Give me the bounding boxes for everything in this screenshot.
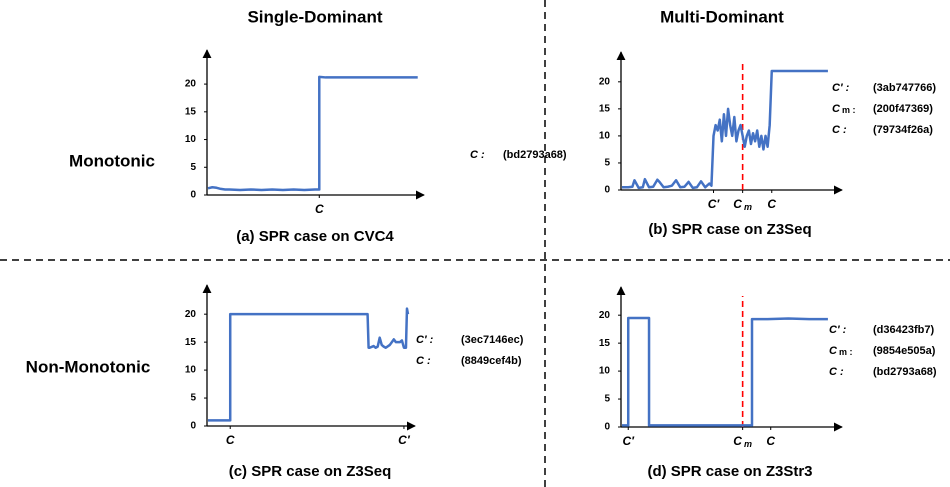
commit-symbol-text: C′ :	[832, 82, 850, 94]
commit-symbol-text: C :	[832, 124, 847, 136]
x-tick-text: C′	[398, 433, 411, 447]
caption: (d) SPR case on Z3Str3	[647, 463, 812, 480]
commit-subscript: m :	[842, 105, 856, 115]
commit-symbol: C′ :	[416, 334, 434, 346]
commit-symbol: C′ :	[832, 82, 850, 94]
x-tick-label: C	[226, 433, 235, 447]
y-tick-label: 0	[604, 185, 610, 196]
column-header: Single-Dominant	[247, 7, 382, 26]
x-tick-label: C′	[622, 434, 635, 448]
y-tick-label: 10	[599, 366, 611, 377]
y-tick-label: 20	[599, 76, 611, 87]
commit-symbol: C :	[416, 355, 431, 367]
data-line	[622, 69, 828, 190]
x-tick-label: C′	[398, 433, 411, 447]
commit-hash: (3ab747766)	[873, 82, 936, 94]
row-header: Monotonic	[69, 151, 155, 170]
commit-symbol-text: C′ :	[829, 324, 847, 336]
x-tick-subscript: m	[744, 202, 752, 212]
x-tick-text: C	[315, 202, 324, 216]
data-line	[208, 307, 410, 422]
commit-hash: (d36423fb7)	[873, 324, 934, 336]
commit-symbol-text: C	[829, 345, 838, 357]
x-tick-text: C	[766, 434, 775, 448]
x-tick-subscript: m	[744, 439, 752, 449]
x-tick-label: C′	[708, 197, 721, 211]
y-tick-label: 10	[185, 134, 197, 145]
caption: (c) SPR case on Z3Seq	[229, 463, 392, 480]
y-tick-label: 5	[190, 393, 196, 404]
y-tick-label: 15	[599, 104, 611, 115]
commit-hash: (bd2793a68)	[873, 366, 937, 378]
row-header: Non-Monotonic	[26, 357, 151, 376]
commit-symbol-text: C	[832, 103, 841, 115]
commit-hash: (200f47369)	[873, 103, 933, 115]
y-tick-label: 5	[604, 158, 610, 169]
commit-hash: (79734f26a)	[873, 124, 933, 136]
commit-hash: (bd2793a68)	[503, 149, 567, 161]
y-tick-label: 15	[185, 337, 197, 348]
data-line	[622, 316, 828, 427]
x-tick-label: C	[766, 434, 775, 448]
caption: (b) SPR case on Z3Seq	[648, 221, 811, 238]
x-tick-text: C	[733, 434, 742, 448]
commit-symbol-text: C′ :	[416, 334, 434, 346]
y-tick-label: 0	[604, 422, 610, 433]
commit-symbol-text: C :	[470, 149, 485, 161]
commit-subscript: m :	[839, 347, 853, 357]
x-tick-text: C	[226, 433, 235, 447]
commit-hash: (3ec7146ec)	[461, 334, 524, 346]
column-header: Multi-Dominant	[660, 7, 784, 26]
x-tick-text: C	[733, 197, 742, 211]
y-tick-label: 5	[604, 394, 610, 405]
commit-symbol: C :	[832, 124, 847, 136]
caption: (a) SPR case on CVC4	[236, 228, 394, 245]
commit-hash: (8849cef4b)	[461, 355, 522, 367]
y-tick-label: 10	[599, 131, 611, 142]
y-tick-label: 5	[190, 162, 196, 173]
y-tick-label: 15	[185, 106, 197, 117]
y-tick-label: 20	[185, 309, 197, 320]
x-tick-text: C	[767, 197, 776, 211]
y-tick-label: 15	[599, 338, 611, 349]
commit-symbol: C′ :	[829, 324, 847, 336]
y-tick-label: 20	[185, 79, 197, 90]
commit-hash: (9854e505a)	[873, 345, 936, 357]
commit-symbol: C :	[470, 149, 485, 161]
commit-symbol-text: C :	[416, 355, 431, 367]
y-tick-label: 0	[190, 190, 196, 201]
commit-symbol: C :	[829, 366, 844, 378]
y-tick-label: 20	[599, 310, 611, 321]
y-tick-label: 10	[185, 365, 197, 376]
y-tick-label: 0	[190, 421, 196, 432]
x-tick-label: C	[767, 197, 776, 211]
commit-symbol-text: C :	[829, 366, 844, 378]
x-tick-label: C	[315, 202, 324, 216]
x-tick-text: C′	[622, 434, 635, 448]
x-tick-text: C′	[708, 197, 721, 211]
data-line	[207, 75, 418, 192]
